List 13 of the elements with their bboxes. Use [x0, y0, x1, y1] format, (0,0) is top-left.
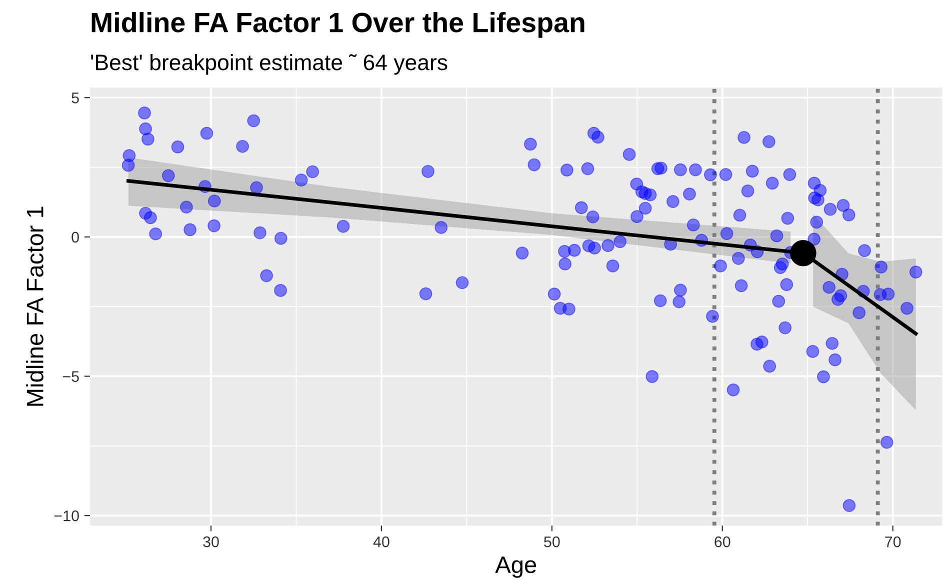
x-tick-label: 60	[714, 536, 730, 548]
y-tick-label: −10	[54, 510, 79, 522]
chart-subtitle: 'Best' breakpoint estimate ˜ 64 years	[91, 54, 448, 75]
y-tick-label: 5	[72, 92, 79, 104]
chart-title: Midline FA Factor 1 Over the Lifespan	[92, 12, 584, 38]
x-tick-label: 50	[544, 536, 560, 548]
y-tick-label: 0	[72, 232, 79, 243]
x-tick-label: 40	[373, 536, 390, 548]
y-tick-label: −5	[62, 371, 79, 382]
y-axis-title: Midline FA Factor 1	[26, 206, 44, 406]
x-tick-label: 70	[885, 536, 901, 548]
x-tick-label: 30	[203, 536, 219, 548]
x-axis-title: Age	[495, 556, 536, 578]
